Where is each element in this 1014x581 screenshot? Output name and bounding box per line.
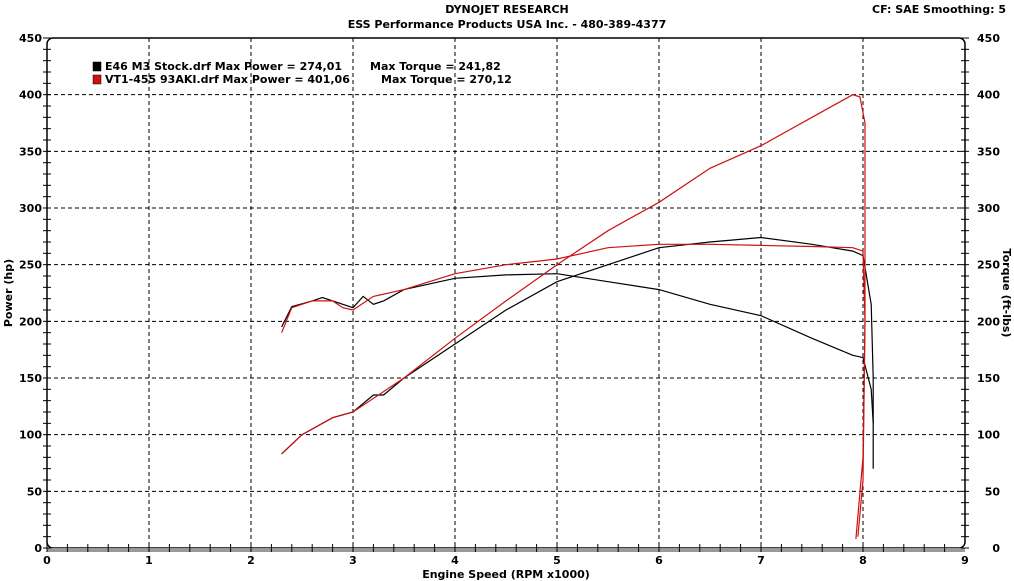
- x-tick-label: 4: [451, 554, 459, 567]
- y2-tick-label: 200: [977, 315, 1000, 328]
- y-tick-label: 100: [19, 429, 42, 442]
- settings-text: CF: SAE Smoothing: 5: [872, 3, 1006, 16]
- x-tick-label: 5: [553, 554, 561, 567]
- plot-frame: [46, 37, 966, 549]
- y2-tick-label: 0: [992, 542, 1000, 555]
- y-tick-label: 450: [19, 32, 42, 45]
- series-torque-line: [281, 243, 866, 539]
- legend-torque-label: Max Torque = 241,82: [370, 60, 501, 73]
- y2-tick-label: 350: [977, 145, 1000, 158]
- x-tick-label: 3: [349, 554, 357, 567]
- x-tick-label: 0: [43, 554, 51, 567]
- legend-torque-label: Max Torque = 270,12: [381, 73, 512, 86]
- legend-label: E46 M3 Stock.drf Max Power = 274,01: [105, 60, 342, 73]
- x-axis-label: Engine Speed (RPM x1000): [422, 568, 590, 581]
- x-axis-bar: [47, 548, 965, 552]
- y-tick-label: 250: [19, 259, 42, 272]
- x-tick-label: 2: [247, 554, 255, 567]
- y-tick-label: 50: [27, 485, 43, 498]
- y-tick-label: 150: [19, 372, 42, 385]
- x-tick-label: 8: [859, 554, 867, 567]
- x-tick-label: 6: [655, 554, 663, 567]
- y2-tick-label: 450: [977, 32, 1000, 45]
- y2-tick-label: 150: [977, 372, 1000, 385]
- chart-subtitle: ESS Performance Products USA Inc. - 480-…: [347, 18, 667, 31]
- y2-tick-label: 50: [985, 485, 1001, 498]
- legend-swatch: [92, 74, 102, 85]
- legend-swatch: [92, 61, 102, 72]
- y-tick-label: 350: [19, 145, 42, 158]
- x-tick-label: 7: [757, 554, 765, 567]
- chart-title: DYNOJET RESEARCH: [445, 3, 569, 16]
- y2-tick-label: 300: [977, 202, 1000, 215]
- y-tick-label: 400: [19, 89, 42, 102]
- y2-axis-label: Torque (ft-lbs): [1000, 249, 1013, 338]
- y2-tick-label: 250: [977, 259, 1000, 272]
- y2-tick-label: 100: [977, 429, 1000, 442]
- y-tick-label: 0: [34, 542, 42, 555]
- y-tick-label: 300: [19, 202, 42, 215]
- y-axis-label: Power (hp): [2, 259, 15, 327]
- x-tick-label: 1: [145, 554, 153, 567]
- y2-tick-label: 400: [977, 89, 1000, 102]
- series-power-line: [281, 94, 866, 537]
- y-tick-label: 200: [19, 315, 42, 328]
- legend-label: VT1-455 93AKI.drf Max Power = 401,06: [105, 73, 350, 86]
- x-tick-label: 9: [961, 554, 969, 567]
